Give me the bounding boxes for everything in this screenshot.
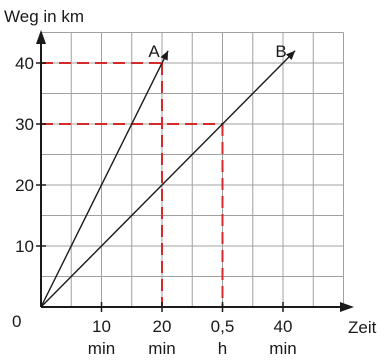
x-tick-label: 40: [274, 317, 293, 336]
x-tick-label: 20: [153, 317, 172, 336]
y-axis-label: Weg in km: [4, 7, 84, 26]
y-tick-label: 20: [15, 176, 34, 195]
series-arrow-B: [285, 50, 296, 61]
series-label-B: B: [275, 42, 286, 61]
axes: [36, 30, 354, 312]
series-line-B: [40, 50, 296, 308]
x-tick-unit: min: [148, 339, 175, 358]
y-tick-label: 30: [15, 115, 34, 134]
x-tick-unit: h: [218, 339, 227, 358]
x-axis-arrow: [340, 302, 354, 312]
x-tick-unit: min: [269, 339, 296, 358]
y-tick-label: 40: [15, 54, 34, 73]
x-tick-unit: min: [88, 339, 115, 358]
series-label-A: A: [148, 42, 160, 61]
series-lines: [40, 50, 296, 308]
origin-label: 0: [12, 312, 21, 331]
series-line-A: [40, 50, 169, 308]
grid: [41, 32, 344, 307]
y-tick-label: 10: [15, 237, 34, 256]
series-arrow-A: [160, 50, 169, 61]
x-tick-label: 0,5: [211, 317, 235, 336]
x-tick-labels: 10 min 20 min 0,5 h 40 min: [88, 317, 297, 358]
x-axis-label: Zeit: [348, 318, 377, 337]
x-tick-label: 10: [92, 317, 111, 336]
y-axis-arrow: [36, 30, 46, 44]
y-tick-labels: 10 20 30 40: [15, 54, 34, 256]
